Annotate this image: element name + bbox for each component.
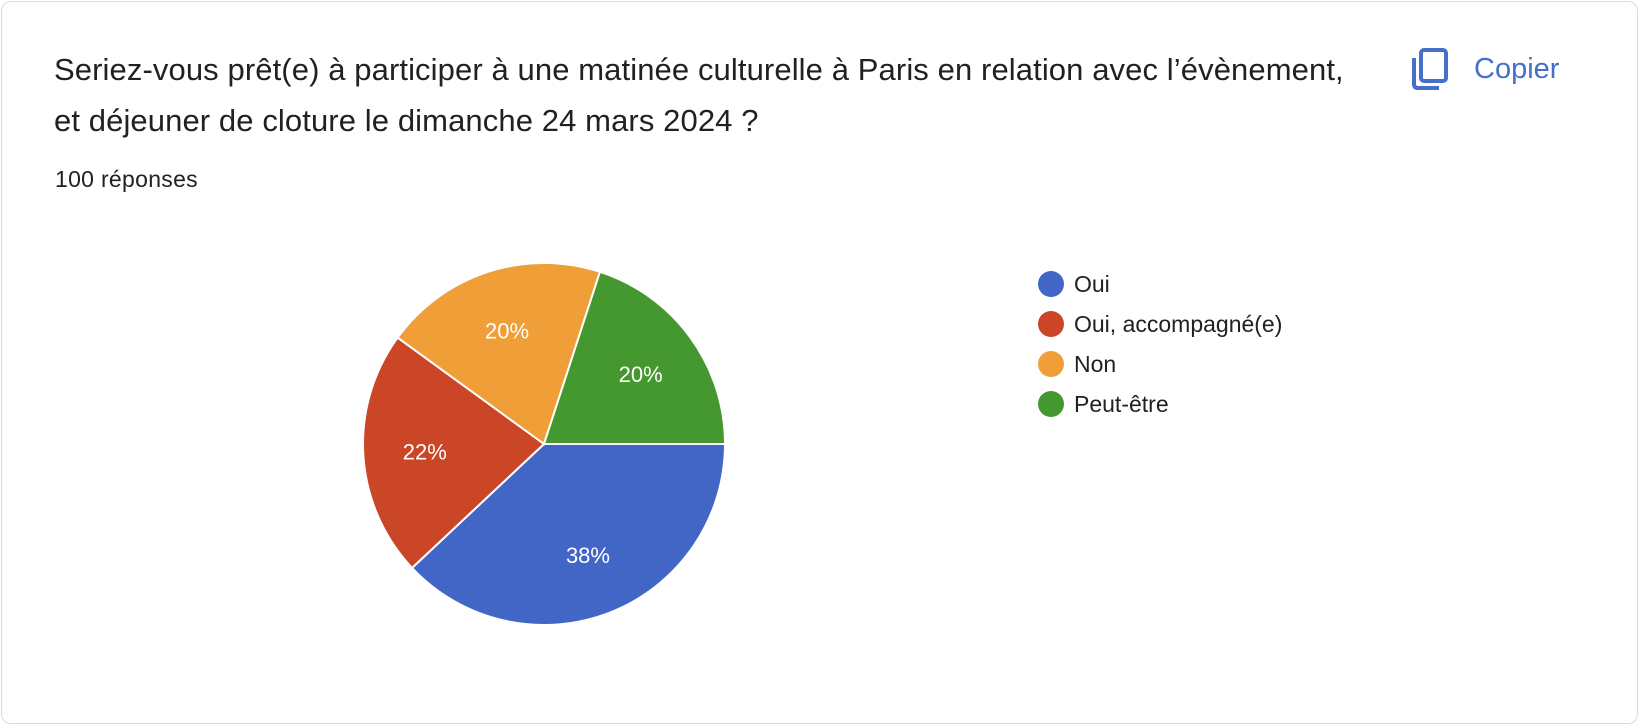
legend-item-oui[interactable]: Oui	[1038, 264, 1282, 304]
response-count: 100 réponses	[55, 166, 198, 192]
legend-swatch	[1038, 271, 1064, 297]
legend-label: Oui, accompagné(e)	[1074, 310, 1283, 337]
legend-swatch	[1038, 391, 1064, 417]
legend-label: Peut-être	[1074, 390, 1169, 417]
pie-slice-label-non: 20%	[485, 318, 529, 343]
legend-label: Non	[1074, 350, 1117, 377]
chart-legend: Oui Oui, accompagné(e) Non Peut-être	[1038, 264, 1282, 424]
question-title: Seriez-vous prêt(e) à participer à une m…	[54, 52, 1344, 138]
pie-slice-oui[interactable]	[410, 443, 727, 626]
pie-slice-label-peut-etre: 20%	[619, 362, 663, 387]
legend-item-oui-accompagne[interactable]: Oui, accompagné(e)	[1038, 304, 1282, 344]
pie-chart: 38% 22% 20% 20%	[362, 262, 727, 626]
legend-swatch	[1038, 311, 1064, 337]
legend-item-non[interactable]: Non	[1038, 344, 1282, 384]
pie-slice-label-oui: 38%	[566, 543, 610, 568]
pie-slice-label-oui-accompagne: 22%	[403, 440, 447, 465]
pie-slice-peut-etre[interactable]	[542, 270, 727, 445]
pie-slice-oui-accompagne[interactable]	[362, 336, 546, 570]
copy-button-label: Copier	[1474, 52, 1560, 85]
copy-icon	[1410, 47, 1450, 91]
copy-button[interactable]: Copier	[1410, 44, 1559, 94]
legend-label: Oui	[1074, 270, 1110, 297]
legend-item-peut-etre[interactable]: Peut-être	[1038, 384, 1282, 424]
legend-swatch	[1038, 351, 1064, 377]
pie-slice-non[interactable]	[396, 262, 602, 446]
